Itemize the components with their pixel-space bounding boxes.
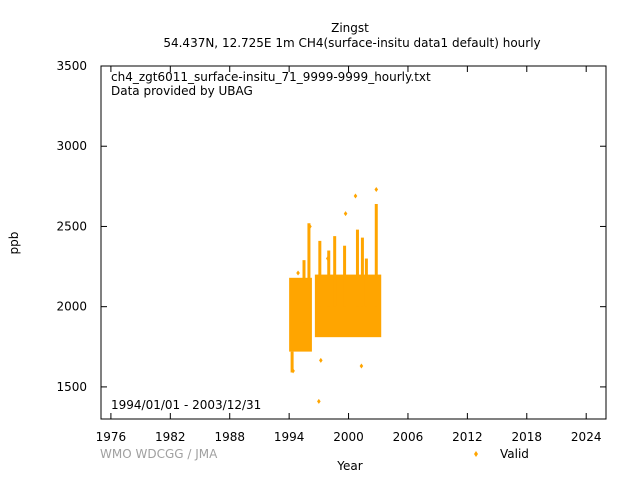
annotation-provider: Data provided by UBAG — [111, 84, 253, 98]
x-tick-label: 1976 — [96, 430, 127, 444]
x-tick-label: 2018 — [512, 430, 543, 444]
data-band — [289, 277, 312, 352]
data-band — [314, 274, 382, 338]
y-axis: 1500 2000 2500 3000 3500 — [56, 59, 606, 394]
x-tick-label: 2006 — [393, 430, 424, 444]
x-axis-label: Year — [336, 459, 362, 473]
x-tick-label: 1988 — [214, 430, 245, 444]
y-tick-label: 3000 — [56, 139, 87, 153]
chart-subtitle: 54.437N, 12.725E 1m CH4(surface-insitu d… — [163, 36, 540, 50]
data-point — [296, 270, 300, 276]
legend: Valid — [474, 447, 529, 461]
y-axis-label: ppb — [7, 232, 21, 255]
data-point — [359, 363, 364, 369]
data-point — [374, 187, 379, 193]
data-point — [325, 256, 330, 262]
plot-area: 1500 2000 2500 3000 3500 1976 1982 1988 1994 200… — [56, 59, 607, 444]
data-point — [317, 398, 321, 404]
chart-title: Zingst — [331, 21, 369, 35]
plot-frame — [100, 65, 607, 420]
data-point — [319, 357, 323, 363]
x-tick-label: 2000 — [333, 430, 364, 444]
x-tick-label: 2012 — [452, 430, 483, 444]
date-range-label: 1994/01/01 - 2003/12/31 — [111, 398, 261, 412]
y-tick-label: 1500 — [56, 380, 87, 394]
data-point — [343, 211, 348, 217]
x-axis: 1976 1982 1988 1994 2000 2006 2012 2018 2024 — [96, 66, 602, 444]
legend-marker — [474, 451, 478, 457]
data-point — [353, 193, 358, 199]
x-tick-label: 1982 — [155, 430, 186, 444]
data-point — [308, 223, 312, 229]
credit-label: WMO WDCGG / JMA — [100, 447, 218, 461]
x-tick-label: 2024 — [571, 430, 602, 444]
y-tick-label: 2000 — [56, 300, 87, 314]
y-tick-label: 2500 — [56, 219, 87, 233]
legend-label: Valid — [500, 447, 529, 461]
data-point — [291, 368, 295, 374]
data-layer — [289, 187, 382, 404]
y-tick-label: 3500 — [56, 59, 87, 73]
annotation-filename: ch4_zgt6011_surface-insitu_71_9999-9999_… — [111, 70, 431, 84]
x-tick-label: 1994 — [274, 430, 305, 444]
